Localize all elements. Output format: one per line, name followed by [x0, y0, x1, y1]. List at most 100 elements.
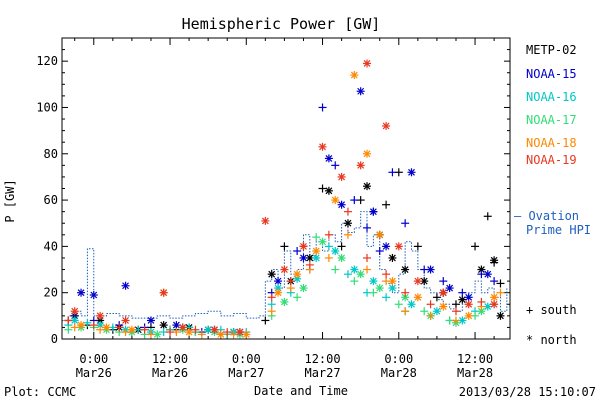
legend-south-marker: + south: [526, 303, 577, 317]
ovation-legend-line1: — Ovation: [514, 209, 579, 223]
south-point: [140, 325, 149, 334]
north-point: [464, 300, 473, 309]
south-point: [401, 307, 410, 316]
south-point: [401, 219, 410, 228]
south-point: [426, 300, 435, 309]
y-tick-label: 40: [44, 239, 58, 253]
south-point: [223, 328, 232, 337]
south-point: [83, 318, 92, 327]
north-point: [178, 323, 187, 332]
footer-credit: Plot: CCMC: [4, 385, 76, 399]
ovation-line: [62, 211, 508, 321]
y-axis-label-group: P [GW]: [3, 179, 17, 222]
north-point: [439, 302, 448, 311]
x-tick-label-time: 0:00: [232, 352, 261, 366]
north-point: [96, 311, 105, 320]
x-tick-label-date: Mar28: [457, 366, 493, 380]
north-point: [407, 168, 416, 177]
y-tick-label: 100: [36, 100, 58, 114]
north-point: [331, 196, 340, 205]
north-point: [350, 71, 359, 80]
south-point: [267, 307, 276, 316]
chart-title: Hemispheric Power [GW]: [182, 15, 381, 33]
south-point: [451, 300, 460, 309]
south-point: [70, 323, 79, 332]
legend-entry-noaa-18: NOAA-18: [526, 136, 577, 150]
south-point: [229, 330, 238, 339]
y-tick-label: 80: [44, 147, 58, 161]
north-point: [388, 277, 397, 286]
south-point: [121, 328, 130, 337]
north-point: [299, 284, 308, 293]
north-point: [172, 321, 181, 330]
x-tick-label-time: 0:00: [79, 352, 108, 366]
south-point: [483, 212, 492, 221]
south-point: [439, 277, 448, 286]
north-point: [312, 247, 321, 256]
north-point: [483, 270, 492, 279]
south-point: [324, 242, 333, 251]
x-tick-label-date: Mar28: [381, 366, 417, 380]
north-point: [394, 242, 403, 251]
north-point: [388, 284, 397, 293]
south-point: [375, 247, 384, 256]
y-axis-ticks: 0 20 40 60 80 100 120: [36, 49, 510, 346]
south-point: [350, 277, 359, 286]
south-point: [312, 233, 321, 242]
south-point: [350, 196, 359, 205]
x-tick-label-time: 12:00: [457, 352, 493, 366]
south-point: [363, 265, 372, 274]
south-point: [401, 288, 410, 297]
y-tick-label: 120: [36, 54, 58, 68]
north-point: [464, 311, 473, 320]
south-point: [388, 168, 397, 177]
north-point: [312, 253, 321, 262]
south-point: [451, 307, 460, 316]
south-point: [115, 323, 124, 332]
north-point: [363, 59, 372, 68]
south-point: [496, 288, 505, 297]
footer-timestamp: 2013/03/28 15:10:07: [459, 385, 596, 399]
south-point: [477, 297, 486, 306]
north-point: [102, 323, 111, 332]
south-point: [64, 325, 73, 334]
north-point: [388, 253, 397, 262]
legend-entry-noaa-16: NOAA-16: [526, 90, 577, 104]
south-point: [382, 270, 391, 279]
north-point: [375, 230, 384, 239]
x-axis-label: Date and Time: [254, 384, 348, 398]
north-point: [363, 149, 372, 158]
north-point: [420, 277, 429, 286]
north-point: [375, 284, 384, 293]
north-point: [185, 328, 194, 337]
north-point: [318, 142, 327, 151]
north-point: [439, 288, 448, 297]
north-point: [490, 300, 499, 309]
south-point: [413, 242, 422, 251]
south-point: [394, 300, 403, 309]
legend-entry-noaa-15: NOAA-15: [526, 67, 577, 81]
north-point: [267, 270, 276, 279]
north-point: [337, 253, 346, 262]
x-tick-label-date: Mar26: [76, 366, 112, 380]
north-point: [458, 295, 467, 304]
north-point: [299, 253, 308, 262]
north-point: [242, 330, 251, 339]
south-point: [146, 330, 155, 339]
ovation-prime-hpi-line: [62, 211, 508, 321]
north-point: [274, 288, 283, 297]
north-point: [382, 121, 391, 130]
legend-entry-noaa-19: NOAA-19: [526, 153, 577, 167]
south-point: [293, 293, 302, 302]
north-point: [363, 182, 372, 191]
south-point: [267, 300, 276, 309]
north-point: [432, 307, 441, 316]
south-point: [331, 161, 340, 170]
y-tick-label: 60: [44, 193, 58, 207]
south-point: [363, 223, 372, 232]
south-point: [471, 242, 480, 251]
south-point: [426, 311, 435, 320]
south-point: [363, 253, 372, 262]
north-point: [337, 200, 346, 209]
north-point: [464, 293, 473, 302]
